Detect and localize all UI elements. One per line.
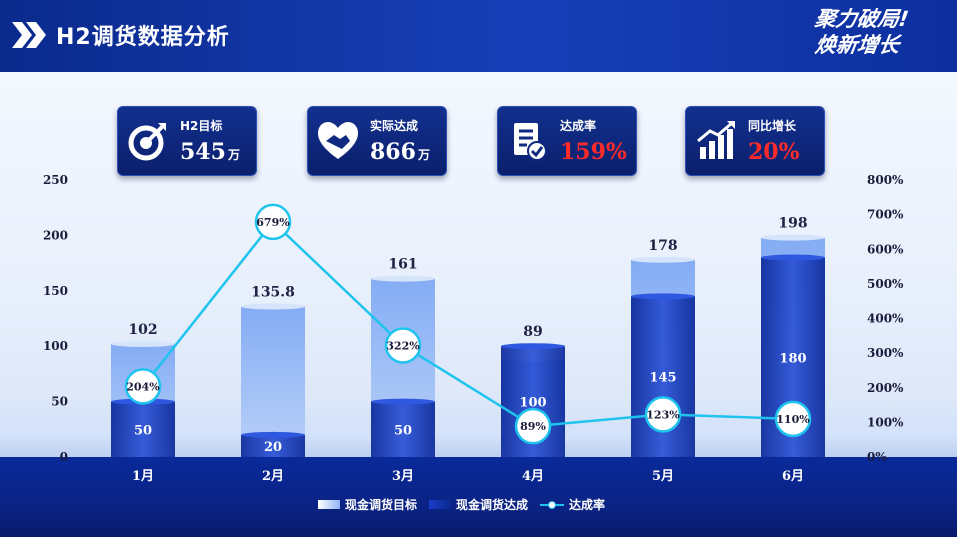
- legend-swatch-target: [318, 499, 340, 509]
- kpi-label: 实际达成: [370, 119, 419, 133]
- bar-actual-cap: [761, 234, 825, 241]
- x-tick-label: 2月: [262, 469, 284, 484]
- bar-actual-label: 178: [648, 238, 677, 254]
- legend-item-rate: 达成率: [540, 496, 605, 513]
- bar-actual-label: 89: [523, 324, 542, 340]
- rate-marker: [384, 327, 422, 364]
- y2-tick-label: 500%: [867, 277, 904, 291]
- y2-tick-label: 100%: [867, 415, 904, 429]
- bar-target-label: 50: [134, 423, 152, 438]
- x-tick-label: 5月: [652, 469, 674, 484]
- y2-tick-label: 200%: [867, 381, 904, 395]
- kpi-card-target: H2目标 545 万: [117, 106, 257, 176]
- kpi-card-rate: 达成率 159%: [497, 106, 637, 176]
- legend-item-target: 现金调货目标: [318, 496, 417, 513]
- y2-tick-label: 300%: [867, 346, 904, 360]
- bar-target-cap: [761, 254, 825, 261]
- kpi-value: 545 万: [180, 139, 240, 165]
- bar-target-label: 100: [519, 396, 546, 411]
- y-tick-label: 50: [51, 395, 68, 409]
- bar-actual-cap: [241, 303, 305, 310]
- bar-actual-cap: [371, 275, 435, 282]
- bar-actual-label: 102: [128, 322, 157, 338]
- y2-tick-label: 700%: [867, 208, 904, 222]
- chart-legend: 现金调货目标 现金调货达成 达成率: [318, 496, 617, 512]
- y2-tick-label: 800%: [867, 173, 904, 187]
- header-bar: H2调货数据分析 聚力破局! 焕新增长: [0, 0, 957, 72]
- bar-target-cap: [241, 431, 305, 438]
- legend-item-actual: 现金调货达成: [429, 496, 528, 513]
- y2-tick-label: 400%: [867, 312, 904, 326]
- kpi-label: H2目标: [180, 119, 223, 133]
- legend-swatch-rate: [540, 500, 565, 509]
- bar-actual-label: 135.8: [251, 285, 295, 301]
- y-tick-label: 0: [60, 450, 68, 464]
- y-tick-label: 150: [43, 284, 68, 298]
- rate-label: 204%: [126, 380, 160, 393]
- rate-marker: [254, 203, 292, 241]
- y2-tick-label: 600%: [867, 242, 904, 256]
- rate-label: 322%: [386, 340, 420, 353]
- rate-marker: [644, 396, 682, 433]
- bar-actual-cap: [631, 256, 695, 263]
- bar-actual-label: 161: [388, 257, 417, 273]
- rate-label: 89%: [520, 420, 546, 433]
- kpi-label: 同比增长: [748, 119, 797, 133]
- x-tick-label: 6月: [782, 469, 804, 484]
- x-tick-label: 4月: [522, 469, 544, 484]
- footer-band: [0, 457, 957, 537]
- bar-target-label: 50: [394, 423, 412, 438]
- y-tick-label: 250: [43, 173, 68, 187]
- kpi-value: 866 万: [370, 139, 430, 165]
- kpi-card-actual: 实际达成 866 万: [307, 106, 447, 176]
- page-title: H2调货数据分析: [56, 25, 230, 50]
- y-tick-label: 100: [43, 339, 68, 353]
- rate-label: 110%: [776, 413, 810, 426]
- rate-marker: [774, 400, 812, 438]
- y-tick-label: 200: [43, 228, 68, 242]
- x-tick-label: 3月: [392, 469, 414, 484]
- kpi-value: 159%: [560, 139, 627, 165]
- bar-target: [241, 434, 305, 457]
- bar-actual-cap: [111, 340, 175, 347]
- x-tick-label: 1月: [132, 469, 154, 484]
- y2-tick-label: 0%: [867, 450, 887, 464]
- rate-label: 123%: [646, 408, 680, 421]
- bar-target: [111, 401, 175, 457]
- double-chevron-icon: [12, 22, 46, 48]
- kpi-value: 20%: [748, 139, 800, 165]
- legend-swatch-actual: [429, 499, 452, 509]
- bar-target: [371, 401, 435, 457]
- bar-target-label: 20: [264, 440, 282, 455]
- bar-target-label: 145: [649, 371, 676, 386]
- bar-target-cap: [631, 293, 695, 300]
- bar-actual-label: 198: [778, 216, 807, 232]
- bar-target-cap: [371, 398, 435, 405]
- bar-target-label: 180: [779, 351, 806, 366]
- rate-label: 679%: [256, 216, 290, 229]
- target-arrow-icon: [128, 123, 166, 161]
- document-check-icon: [514, 123, 547, 161]
- kpi-card-growth: 同比增长 20%: [685, 106, 825, 176]
- kpi-label: 达成率: [560, 119, 597, 133]
- growth-bars-icon: [697, 121, 735, 159]
- bar-target-cap: [501, 343, 565, 350]
- rate-marker: [514, 407, 552, 445]
- rate-line: [142, 220, 794, 428]
- handshake-heart-icon: [318, 122, 358, 159]
- rate-marker: [124, 368, 162, 405]
